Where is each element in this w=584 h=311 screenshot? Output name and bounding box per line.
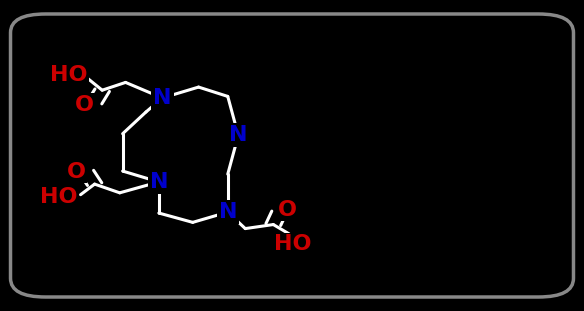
Text: N: N xyxy=(150,172,168,192)
Text: HO: HO xyxy=(40,187,77,207)
Text: N: N xyxy=(229,125,248,145)
Text: O: O xyxy=(67,162,85,182)
Text: N: N xyxy=(218,202,237,222)
Text: HO: HO xyxy=(274,234,312,254)
Text: N: N xyxy=(153,88,172,108)
Text: O: O xyxy=(278,200,297,220)
Text: O: O xyxy=(75,95,94,115)
Text: N: N xyxy=(150,172,168,192)
Text: N: N xyxy=(229,125,248,145)
Text: N: N xyxy=(218,202,237,222)
Text: N: N xyxy=(153,88,172,108)
Text: HO: HO xyxy=(50,65,88,85)
FancyBboxPatch shape xyxy=(11,14,573,297)
